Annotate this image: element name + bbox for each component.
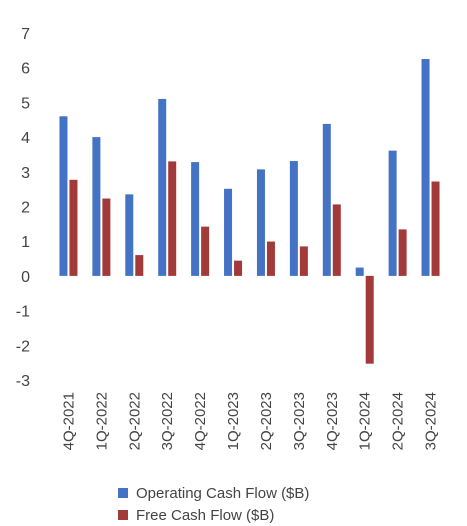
bar-operating-cash-flow [421,59,430,276]
bar-operating-cash-flow [256,169,265,276]
bar-operating-cash-flow [388,150,397,276]
bar-operating-cash-flow [125,194,134,276]
x-tick-label: 1Q-2024 [357,392,374,450]
x-tick-label: 2Q-2022 [126,392,143,450]
x-tick-label: 2Q-2024 [390,392,407,450]
bar-operating-cash-flow [224,188,233,276]
legend-item-operating: Operating Cash Flow ($B) [118,482,309,504]
bar-free-cash-flow [365,275,374,364]
y-tick-label: -2 [16,338,30,355]
y-tick-label: 7 [21,26,30,43]
y-tick-label: -3 [16,373,30,390]
legend: Operating Cash Flow ($B) Free Cash Flow … [118,482,309,526]
bars [59,59,440,364]
bar-operating-cash-flow [59,116,68,276]
x-tick-label: 1Q-2023 [225,392,242,450]
y-tick-label: 5 [21,95,30,112]
bar-free-cash-flow [266,241,275,276]
bar-free-cash-flow [398,229,407,276]
bar-free-cash-flow [332,204,341,276]
y-axis: 7 6 5 4 3 2 1 0 -1 -2 -3 [16,26,30,390]
bar-operating-cash-flow [158,98,167,276]
bar-operating-cash-flow [289,161,298,276]
y-tick-label: 4 [21,130,30,147]
bar-operating-cash-flow [355,267,364,276]
bar-free-cash-flow [102,198,111,276]
y-tick-label: 6 [21,61,30,78]
bar-free-cash-flow [234,260,243,276]
x-tick-label: 3Q-2023 [291,392,308,450]
legend-label-operating: Operating Cash Flow ($B) [136,484,310,502]
y-tick-label: 1 [21,234,30,251]
bar-free-cash-flow [135,255,144,276]
bar-free-cash-flow [168,161,177,276]
x-tick-label: 3Q-2024 [423,392,440,450]
x-tick-label: 1Q-2022 [93,392,110,450]
bar-free-cash-flow [431,181,440,276]
y-tick-label: 2 [21,200,30,217]
y-tick-label: 0 [21,269,30,286]
legend-label-free: Free Cash Flow ($B) [136,506,275,524]
bar-operating-cash-flow [92,137,101,276]
bar-free-cash-flow [201,226,210,276]
x-tick-label: 4Q-2023 [324,392,341,450]
x-tick-label: 4Q-2021 [60,392,77,450]
x-tick-label: 2Q-2023 [258,392,275,450]
bar-free-cash-flow [299,246,308,276]
x-axis: 4Q-2021 1Q-2022 2Q-2022 3Q-2022 4Q-2022 1Q-20… [60,392,439,450]
y-tick-label: 3 [21,165,30,182]
legend-item-free: Free Cash Flow ($B) [118,504,309,526]
bar-operating-cash-flow [191,162,200,276]
y-tick-label: -1 [16,304,30,321]
x-tick-label: 3Q-2022 [159,392,176,450]
bar-free-cash-flow [69,179,78,276]
legend-swatch-operating [118,488,128,498]
bar-operating-cash-flow [322,123,331,276]
x-tick-label: 4Q-2022 [192,392,209,450]
legend-swatch-free [118,510,128,520]
